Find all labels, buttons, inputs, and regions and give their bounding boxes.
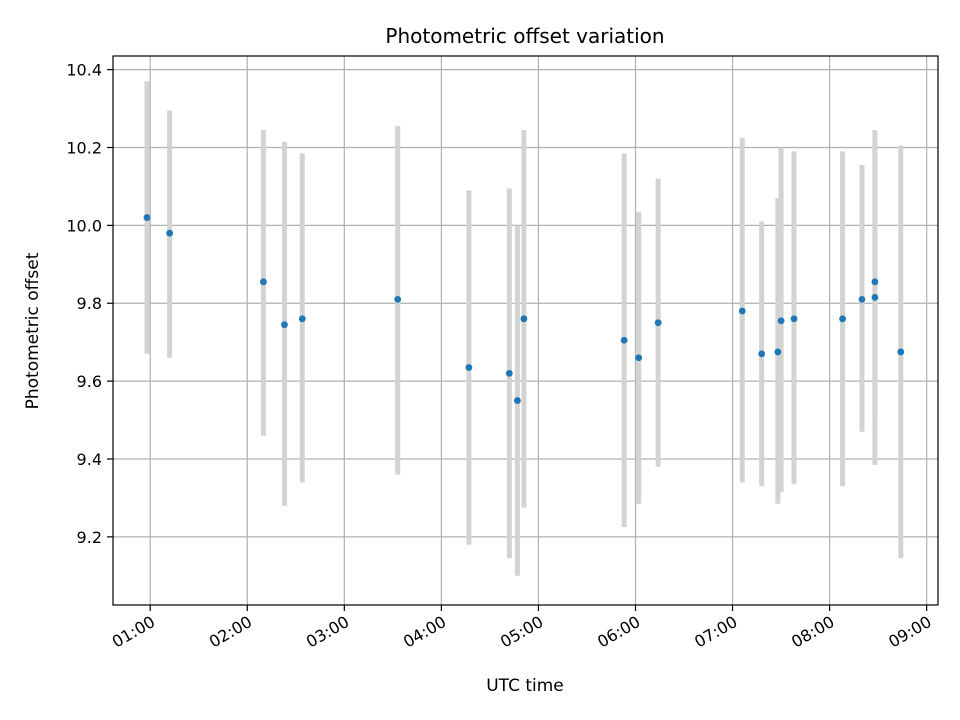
- y-tick-label: 10.2: [66, 139, 102, 158]
- data-point: [465, 364, 473, 371]
- y-tick-label: 10.4: [66, 61, 102, 80]
- x-axis-title: UTC time: [486, 676, 564, 696]
- y-tick-label: 9.8: [77, 294, 102, 313]
- data-point: [166, 229, 174, 237]
- data-point: [738, 307, 746, 315]
- plot-frame: [112, 55, 939, 606]
- data-point: [897, 348, 905, 356]
- data-point: [654, 319, 662, 327]
- y-axis: 9.2 9.4 9.6 9.8 10.0 10.2 10.4: [66, 61, 113, 547]
- data-point: [758, 350, 766, 358]
- y-tick-label: 9.6: [77, 372, 102, 391]
- data-point: [520, 315, 528, 323]
- data-point: [871, 294, 879, 301]
- data-point: [281, 321, 288, 329]
- data-point: [871, 278, 879, 286]
- y-axis-title: Photometric offset: [23, 252, 43, 409]
- y-tick-label: 9.4: [77, 450, 102, 469]
- y-tick-label: 9.2: [77, 528, 102, 547]
- data-point: [143, 214, 151, 221]
- data-point: [635, 354, 643, 362]
- data-point: [777, 317, 785, 325]
- data-point: [298, 315, 306, 323]
- y-tick-label: 10.0: [66, 216, 102, 235]
- chart-title: Photometric offset variation: [385, 24, 664, 48]
- data-point: [514, 397, 521, 404]
- data-point: [505, 369, 513, 377]
- data-point: [858, 295, 866, 303]
- data-points: [143, 214, 905, 404]
- data-point: [839, 315, 846, 323]
- data-point: [620, 336, 628, 344]
- data-point: [774, 348, 782, 356]
- data-point: [394, 295, 402, 303]
- data-point: [260, 278, 267, 286]
- data-point: [790, 315, 798, 323]
